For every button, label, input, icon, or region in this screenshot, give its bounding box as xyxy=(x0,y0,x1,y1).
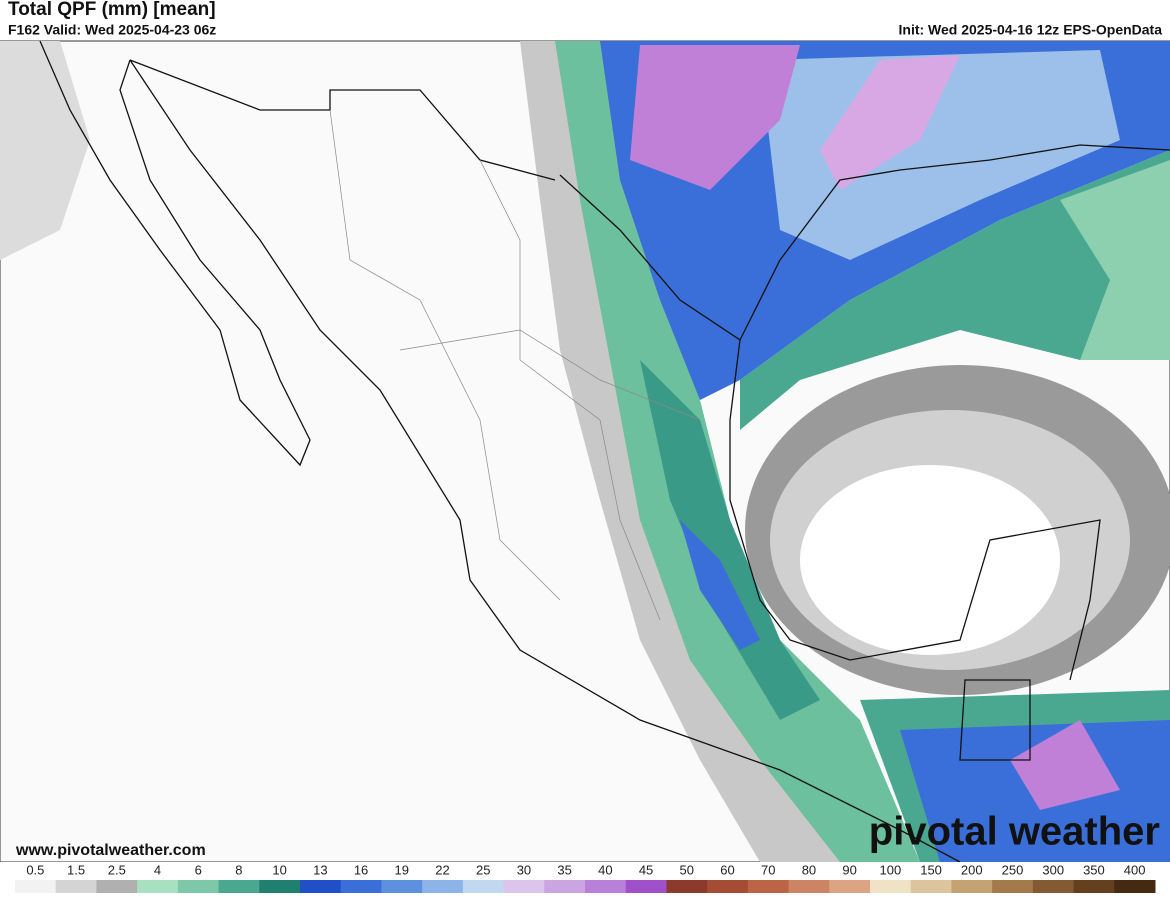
border xyxy=(329,109,561,601)
colorbar-label: 150 xyxy=(920,862,942,877)
colorbar-label: 250 xyxy=(1002,862,1024,877)
colorbar-label: 35 xyxy=(557,862,571,877)
colorbar-label: 300 xyxy=(1042,862,1064,877)
colorbar-swatch xyxy=(707,880,749,893)
state-borders xyxy=(329,109,701,621)
colorbar-swatch xyxy=(503,880,545,893)
coastline xyxy=(39,40,311,467)
colorbar-label: 100 xyxy=(880,862,902,877)
precip-area xyxy=(640,360,820,720)
colorbar-swatch xyxy=(544,880,586,893)
colorbar-swatch xyxy=(910,880,952,893)
colorbar-label: 13 xyxy=(313,862,327,877)
colorbar-label: 40 xyxy=(598,862,612,877)
colorbar-label: 16 xyxy=(354,862,368,877)
colorbar-swatch xyxy=(462,880,505,893)
colorbar-label: 6 xyxy=(195,862,202,877)
colorbar-label: 4 xyxy=(154,862,161,877)
logo: pivotal weather xyxy=(869,810,1160,854)
border xyxy=(399,329,701,421)
colorbar-swatch xyxy=(788,880,830,893)
colorbar-label: 30 xyxy=(517,862,531,877)
precip-area xyxy=(760,50,1120,260)
colorbar-swatch xyxy=(177,880,220,893)
colorbar-label: 25 xyxy=(476,862,490,877)
coastline xyxy=(129,59,961,863)
colorbar-swatch xyxy=(829,880,871,893)
colorbar-label: 45 xyxy=(639,862,653,877)
border xyxy=(479,159,661,621)
colorbar-swatch xyxy=(1073,880,1115,893)
precip-area xyxy=(800,465,1060,655)
colorbar-label: 200 xyxy=(961,862,983,877)
colorbar-swatch xyxy=(137,880,179,893)
colorbar-swatch xyxy=(96,880,138,893)
precip-area xyxy=(520,41,900,862)
colorbar-label: 60 xyxy=(720,862,734,877)
colorbar-swatch xyxy=(951,880,993,893)
colorbar-label: 0.5 xyxy=(26,862,44,877)
colorbar-label: 90 xyxy=(842,862,856,877)
colorbar-swatch xyxy=(870,880,912,893)
precip-area xyxy=(680,520,760,650)
website: www.pivotalweather.com xyxy=(15,842,206,859)
colorbar-label: 70 xyxy=(761,862,775,877)
precip-area xyxy=(0,41,90,260)
precip-area xyxy=(820,55,960,190)
colorbar-swatch xyxy=(1032,880,1075,893)
colorbar-swatch xyxy=(340,880,382,893)
colorbar-label: 350 xyxy=(1083,862,1105,877)
colorbar-swatch xyxy=(259,880,301,893)
colorbar-label: 50 xyxy=(680,862,694,877)
colorbar-swatch xyxy=(666,880,708,893)
colorbar-swatch xyxy=(300,880,342,893)
coastline xyxy=(559,174,1101,681)
border xyxy=(959,679,1031,761)
valid-time: F162 Valid: Wed 2025-04-23 06z xyxy=(8,22,216,38)
coastline xyxy=(739,144,1170,341)
init-time: Init: Wed 2025-04-16 12z EPS-OpenData xyxy=(899,22,1163,38)
colorbar-swatch xyxy=(422,880,464,893)
colorbar-label: 10 xyxy=(272,862,286,877)
colorbar-swatch xyxy=(218,880,260,893)
colorbar-label: 8 xyxy=(235,862,242,877)
colorbar-swatch xyxy=(992,880,1034,893)
colorbar-swatch xyxy=(55,880,97,893)
colorbar-label: 80 xyxy=(802,862,816,877)
colorbar-swatch xyxy=(15,880,57,893)
colorbar-swatch xyxy=(625,880,667,893)
precip-area xyxy=(630,45,800,190)
precip-area xyxy=(740,150,1170,430)
colorbar-label: 19 xyxy=(395,862,409,877)
colorbar-label: 1.5 xyxy=(67,862,85,877)
colorbar-label: 400 xyxy=(1124,862,1146,877)
precip-area xyxy=(1010,720,1120,810)
title: Total QPF (mm) [mean] xyxy=(8,0,216,20)
colorbar-label: 22 xyxy=(435,862,449,877)
precip-area xyxy=(1060,160,1170,360)
colorbar-label: 2.5 xyxy=(108,862,126,877)
map xyxy=(0,40,1170,863)
colorbar-swatch xyxy=(747,880,790,893)
colorbar-swatch xyxy=(1114,880,1156,893)
coastlines xyxy=(39,40,1170,863)
colorbar: 0.5 1.5 2.5 4 6 8 10 13 16 19 22 25 30 35 40 45 50 60 70 80… xyxy=(15,862,1156,893)
colorbar-swatch xyxy=(585,880,627,893)
colorbar-swatch xyxy=(381,880,423,893)
